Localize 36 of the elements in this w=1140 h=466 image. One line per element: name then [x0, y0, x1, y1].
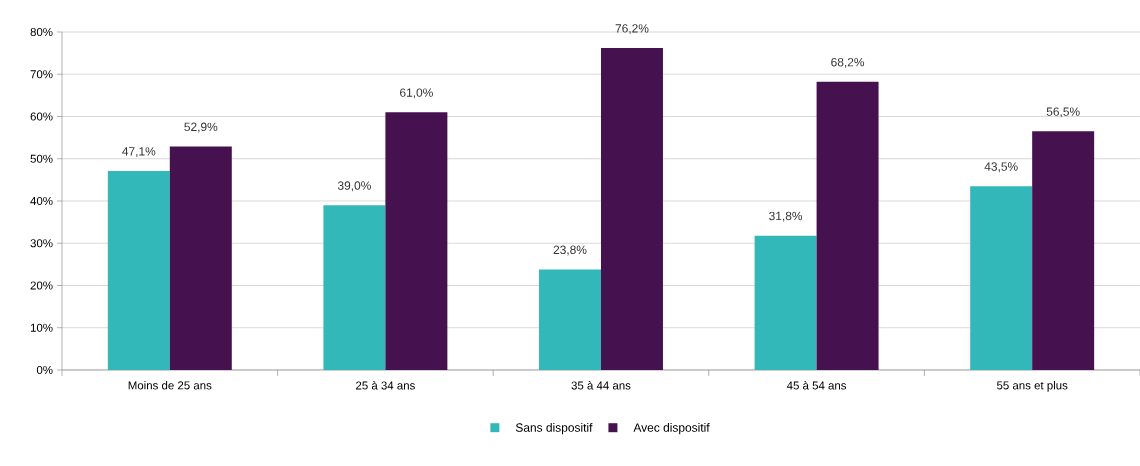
bar	[107, 170, 170, 370]
x-tick-label: 35 à 44 ans	[571, 381, 631, 390]
bar	[754, 235, 817, 370]
bar	[539, 269, 601, 370]
data-label: 52,9%	[184, 122, 218, 133]
data-label: 68,2%	[831, 57, 865, 68]
data-label: 61,0%	[400, 88, 433, 99]
y-tick-label: 60%	[30, 112, 53, 121]
y-tick-label: 50%	[30, 154, 53, 163]
bar	[1032, 131, 1095, 370]
data-label: 43,5%	[984, 162, 1018, 173]
y-tick-label: 30%	[30, 239, 53, 248]
legend-label: Avec dispositif	[633, 423, 710, 435]
y-tick-label: 80%	[30, 27, 53, 37]
bar	[169, 146, 232, 370]
data-label: 31,8%	[769, 211, 803, 222]
bar	[385, 112, 448, 370]
y-tick-label: 40%	[30, 196, 53, 206]
y-tick-label: 0%	[36, 365, 53, 375]
y-tick-label: 10%	[30, 323, 53, 332]
bar	[970, 186, 1033, 370]
x-tick-label: Moins de 25 ans	[128, 381, 212, 390]
y-tick-label: 20%	[30, 281, 53, 290]
legend-label: Sans dispositif	[515, 423, 593, 435]
data-label: 56,5%	[1046, 107, 1080, 118]
bar	[323, 205, 386, 370]
data-label: 76,2%	[615, 24, 649, 35]
x-tick-label: 45 à 54 ans	[786, 381, 847, 390]
data-label: 23,8%	[553, 245, 587, 256]
x-tick-label: 25 à 34 ans	[356, 381, 415, 390]
data-label: 39,0%	[337, 181, 371, 192]
y-tick-label: 70%	[30, 70, 53, 79]
data-label: 47,1%	[122, 147, 156, 157]
bar	[600, 48, 663, 370]
x-tick-label: 55 ans et plus	[996, 381, 1068, 392]
bar	[816, 81, 879, 370]
